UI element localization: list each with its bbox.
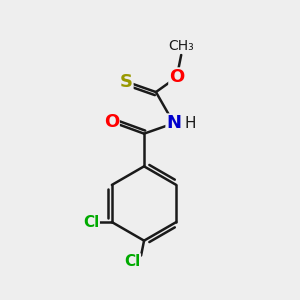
Text: H: H: [184, 116, 196, 131]
Text: S: S: [120, 73, 133, 91]
Text: Cl: Cl: [83, 214, 99, 230]
Text: Cl: Cl: [124, 254, 140, 269]
Text: N: N: [166, 114, 181, 132]
Text: O: O: [169, 68, 184, 86]
Text: CH₃: CH₃: [168, 39, 194, 53]
Text: O: O: [104, 113, 119, 131]
